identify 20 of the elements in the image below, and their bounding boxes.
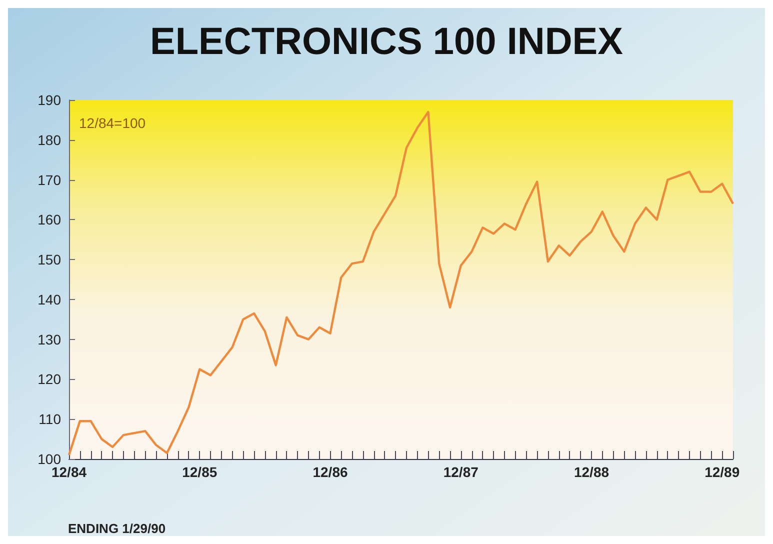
chart-title: ELECTRONICS 100 INDEX	[150, 21, 624, 63]
y-tick-label: 180	[38, 132, 62, 148]
y-tick-label: 160	[38, 212, 62, 228]
y-tick-label: 130	[38, 331, 62, 348]
x-tick-label: 12/85	[182, 464, 218, 480]
x-tick-label: 12/87	[443, 464, 479, 480]
y-tick-label: 140	[38, 291, 62, 308]
annotation: 12/84=100	[79, 115, 146, 131]
x-tick-label: 12/88	[574, 464, 610, 480]
y-tick-label: 120	[38, 371, 62, 388]
x-tick-label: 12/86	[312, 464, 348, 480]
y-tick-label: 150	[38, 252, 62, 268]
y-tick-label: 110	[38, 411, 62, 428]
y-tick-label: 190	[38, 92, 62, 108]
line-series	[68, 110, 734, 456]
x-tick-label: 12/84	[51, 464, 87, 480]
x-tick-label: 12/89	[704, 464, 740, 480]
text: ENDING 1/29/90	[68, 521, 166, 536]
y-tick-label: 170	[38, 172, 62, 188]
y-tick-label: 100	[38, 451, 62, 467]
